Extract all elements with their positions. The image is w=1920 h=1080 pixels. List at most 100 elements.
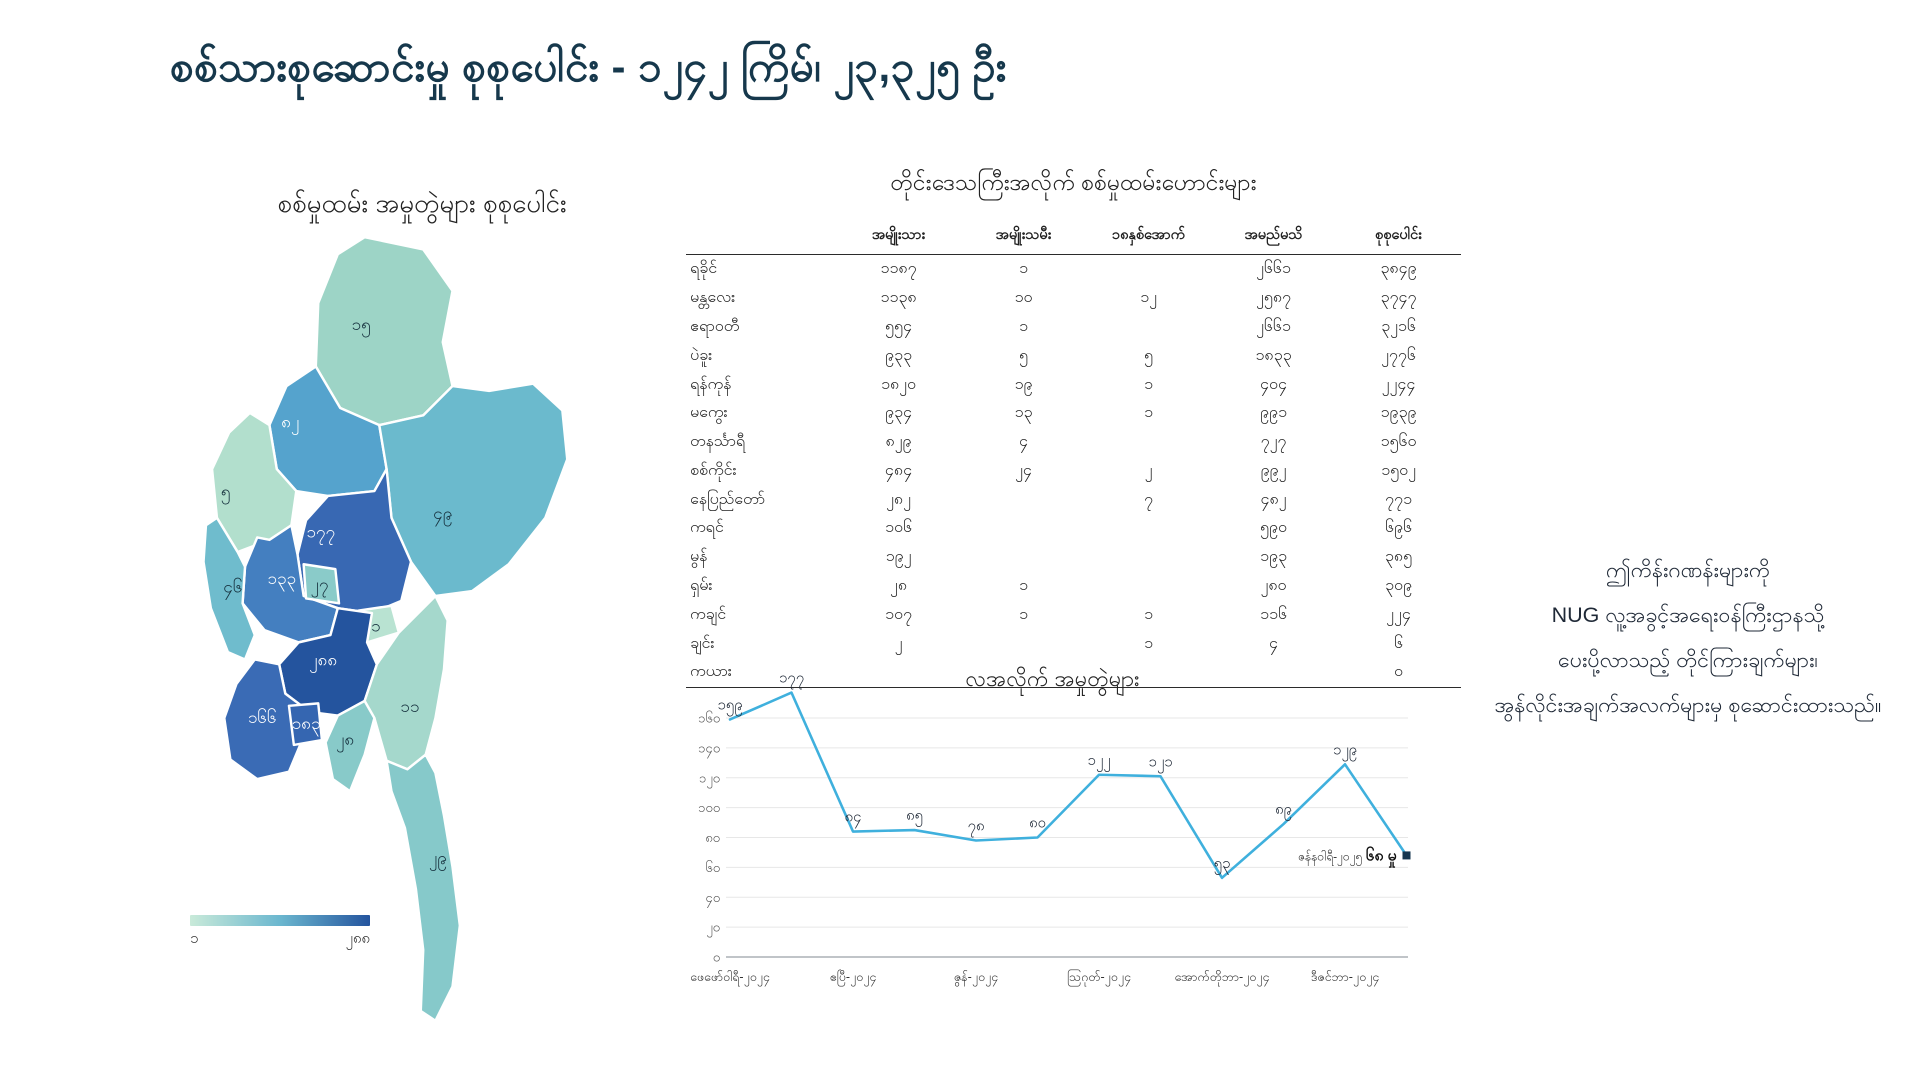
region-table-section: တိုင်းဒေသကြီးအလိုက် စစ်မှုထမ်းဟောင်းများ… [686,168,1461,688]
value-cell: ၁၉၂ [885,548,912,566]
value-cell: ၇ [1144,490,1153,508]
y-tick-label: ၁၀၀ [698,800,720,815]
region-yangon[interactable] [287,702,324,747]
value-cell [1086,543,1211,572]
value-cell: ၁ [1144,605,1153,623]
region-name-cell: ချင်း [690,634,715,652]
region-name-cell: မွန် [690,548,708,566]
page-title: စစ်သားစုဆောင်းမှု စုစုပေါင်း - ၁၂၄၂ ကြိမ… [170,43,1007,90]
x-tick-label: ဖေဖော်ဝါရီ-၂၀၂၄ [690,969,770,987]
value-cell: ၁ [1019,317,1028,335]
region-name-cell: ရန်ကုန် [690,375,732,393]
value-cell [961,514,1086,543]
column-header: ၁၈နှစ်အောက် [1086,226,1211,255]
region-naypyitaw[interactable] [302,563,341,605]
value-cell: ၁၀၇ [885,605,912,623]
y-tick-label: ၆၀ [705,860,720,875]
chart-title: လအလိုက် အမှုတွဲများ [965,666,1140,691]
value-cell: ၁ [1144,404,1153,422]
value-cell: ၅၉၀ [1260,519,1287,537]
value-cell: ၀ [1336,657,1461,688]
column-header-region [686,226,836,255]
value-cell: ၃၂၁၆ [1381,317,1416,335]
map-svg: ၁၅ ၈၂ ၅ ၄၉ ၁၇၇ ၁၃၃ ၄၆ ၂၇ ၁ ၂၈၈ ၁၆၆ ၁၈၃ ၂… [202,235,569,1022]
note-line: ပေးပို့လာသည့် တိုင်ကြားချက်များ၊ [1558,648,1818,672]
value-cell: ၁၉ [1014,375,1033,393]
value-cell: ၅၅၄ [885,317,912,335]
region-value-label: ၁၆၆ [248,707,277,727]
value-cell: ၂၂၄၄ [1381,375,1416,393]
table-row: စစ်ကိုင်း ၄၈၄ ၂၄ ၂ ၉၉၂ ၁၅၀၂ [686,456,1461,485]
value-cell [1086,657,1211,688]
point-label: ၁၂၉ [1333,741,1357,761]
value-cell: ၉၃၃ [885,346,912,364]
value-cell: ၁ [1019,260,1028,278]
value-cell: ၁၂ [1140,289,1157,307]
region-value-label: ၈၂ [281,413,299,436]
point-label: ၈၅ [906,807,923,827]
value-cell: ၈၂၉ [885,433,912,451]
value-cell: ၁ [1144,375,1153,393]
x-tick-label: ဒီဇင်ဘာ-၂၀၂၄ [1311,969,1380,987]
column-header: အမျိုးသား [836,226,961,255]
value-cell: ၁၁၆ [1260,605,1287,623]
region-value-label: ၁၅ [351,315,370,338]
region-tanintharyi[interactable] [385,753,462,1022]
note-line: NUG လူ့အခွင့်အရေးဝန်ကြီးဌာနသို့ [1551,603,1825,627]
region-rakhine[interactable] [202,516,257,661]
region-magway[interactable] [241,523,340,644]
value-cell: ၂၅၈၇ [1256,289,1291,307]
value-cell: ၁၀ [1014,289,1033,307]
region-mon[interactable] [324,699,376,793]
value-cell [1086,572,1211,601]
value-cell: ၇၂၇ [1260,433,1287,451]
trend-line[interactable] [728,691,1408,880]
value-cell: ၃၀၉ [1385,576,1412,594]
region-value-label: ၁ [371,616,381,635]
region-name-cell: နေပြည်တော် [690,490,766,508]
region-value-label: ၂၇ [310,575,328,598]
column-header: အမျိုးသမီး [961,226,1086,255]
point-label: ၈၀ [1029,815,1046,832]
region-value-label: ၂၈၈ [309,651,337,674]
myanmar-map: ၁၅ ၈၂ ၅ ၄၉ ၁၇၇ ၁၃၃ ၄၆ ၂၇ ၁ ၂၈၈ ၁၆၆ ၁၈၃ ၂… [184,232,660,1032]
value-cell [836,657,961,688]
region-value-label: ၅ [221,482,231,505]
y-tick-label: ၂၀ [706,920,720,938]
last-point-marker[interactable] [1402,851,1411,860]
note-line: အွန်လိုင်းအချက်အလက်များမှ စုဆောင်းထားသည်… [1494,693,1882,717]
x-tick-label: ဧပြီ-၂၀၂၄ [830,969,877,987]
point-label: ၇၈ [967,817,984,837]
value-cell: ၉၉၁ [1260,404,1287,422]
value-cell: ၄၈၄ [884,461,913,479]
region-value-label: ၁၃၃ [267,569,296,592]
value-cell: ၃၈၄၉ [1380,260,1417,278]
y-tick-label: ၁၄၀ [698,740,720,758]
map-legend: ၁ ၂၈၈ [190,915,370,951]
value-cell: ၁၃ [1014,404,1033,422]
table-row: တနင်္သာရီ ၈၂၉ ၄ ၇၂၇ ၁၅၆၀ [686,428,1461,457]
x-tick-label: ဇွန်-၂၀၂၄ [954,969,998,987]
table-row: ဧရာဝတီ ၅၅၄ ၁ ၂၆၆၁ ၃၂၁၆ [686,313,1461,342]
region-name-cell: ကယား [686,657,836,688]
legend-max-label: ၂၈၈ [345,930,370,947]
table-row: ရန်ကုန် ၁၈၂၀ ၁၉ ၁ ၄၀၄ ၂၂၄၄ [686,370,1461,399]
value-cell: ၂၈၂ [886,490,911,508]
point-label: ၈၄ [844,809,861,829]
region-name-cell: တနင်္သာရီ [690,433,746,451]
point-label: ၁၂၂ [1087,752,1110,772]
table-row: မကွေး ၉၃၄ ၁၃ ၁ ၉၉၁ ၁၉၃၉ [686,399,1461,428]
y-tick-label: ၀ [713,950,720,965]
value-cell: ၄၈၂ [1260,490,1287,508]
region-value-label: ၁၁ [400,697,419,716]
table-header-row: အမျိုးသား အမျိုးသမီး ၁၈နှစ်အောက် အမည်မသိ… [686,226,1461,255]
point-label: ၈၉ [1275,801,1292,821]
table-row: မွန် ၁၉၂ ၁၉၃ ၃၈၅ [686,543,1461,572]
value-cell: ၂၄ [1015,461,1032,479]
region-name-cell: ပဲခူး [690,346,713,364]
region-kachin[interactable] [314,235,454,427]
last-point-annotation: ဇန်နဝါရီ-၂၀၂၅ ၆၈ မှု [1298,845,1397,868]
value-cell: ၇၇၁ [1385,490,1412,508]
table-row: ရှမ်း ၂၈ ၁ ၂၈၀ ၃၀၉ [686,572,1461,601]
